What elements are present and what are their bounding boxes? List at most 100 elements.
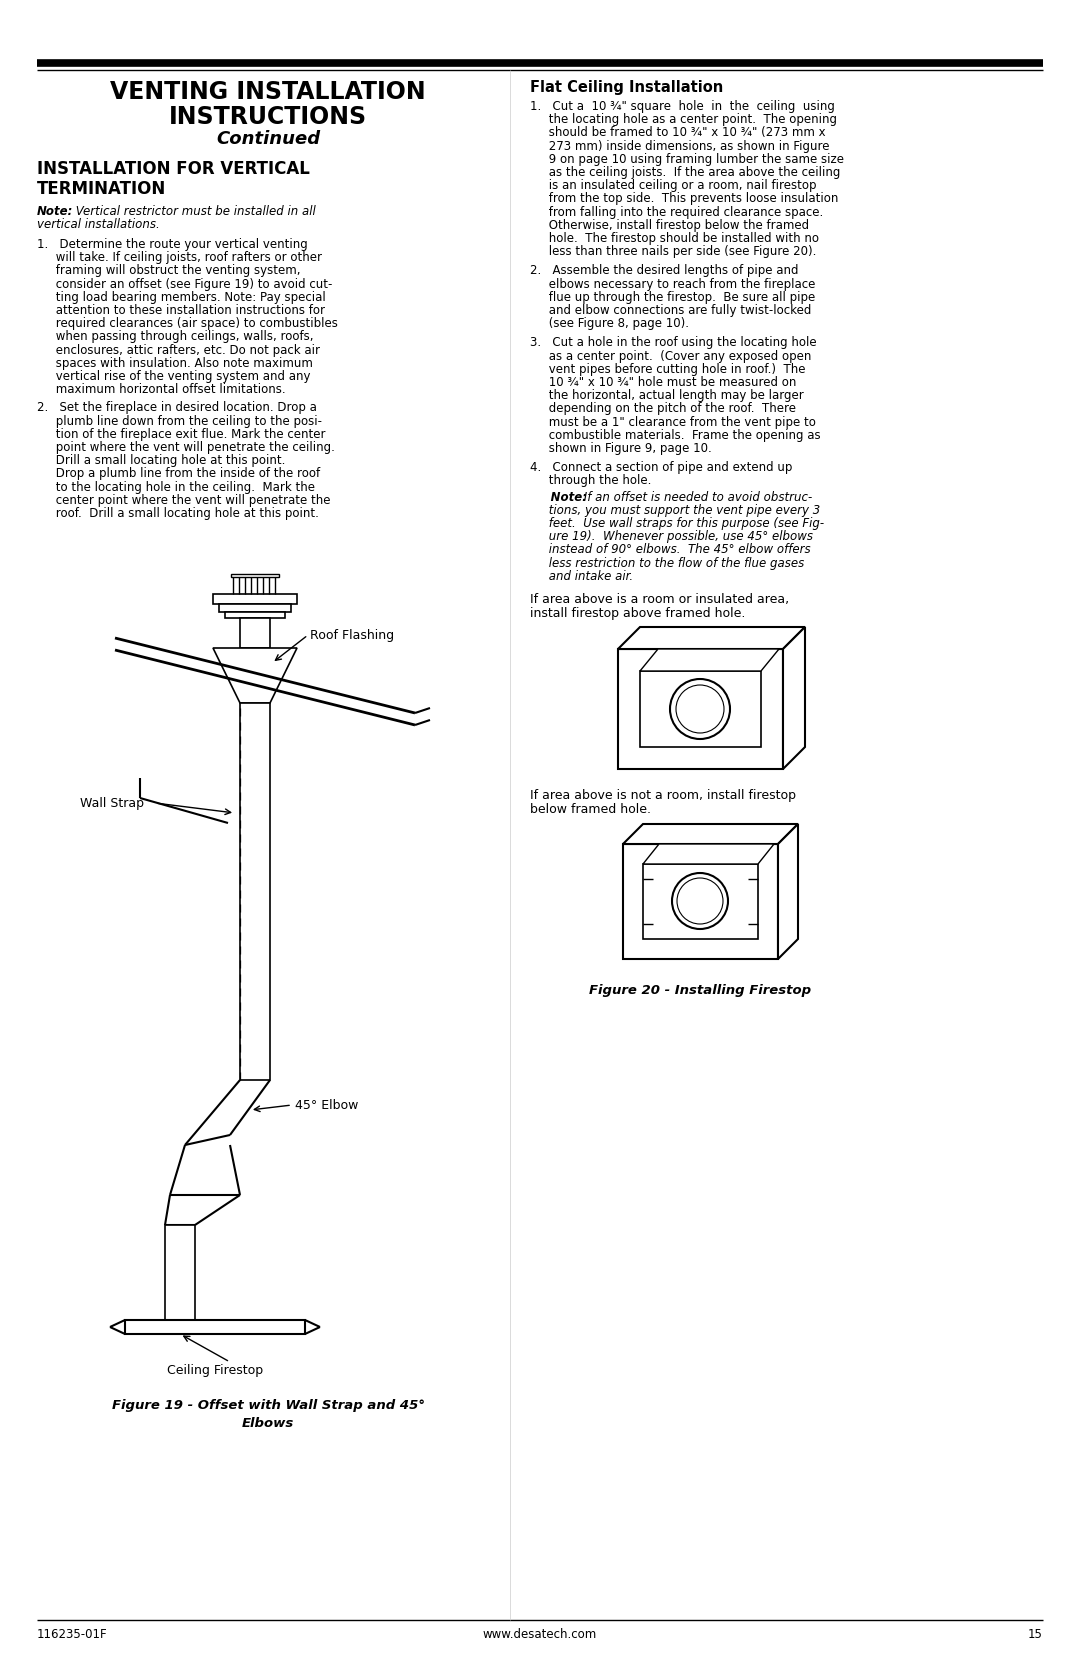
Text: Figure 19 - Offset with Wall Strap and 45°: Figure 19 - Offset with Wall Strap and 4… <box>111 1399 424 1412</box>
Text: and intake air.: and intake air. <box>530 569 633 582</box>
Text: depending on the pitch of the roof.  There: depending on the pitch of the roof. Ther… <box>530 402 796 416</box>
Text: instead of 90° elbows.  The 45° elbow offers: instead of 90° elbows. The 45° elbow off… <box>530 544 811 556</box>
Text: through the hole.: through the hole. <box>530 474 651 487</box>
Text: attention to these installation instructions for: attention to these installation instruct… <box>37 304 325 317</box>
Circle shape <box>670 679 730 739</box>
Text: Drop a plumb line from the inside of the roof: Drop a plumb line from the inside of the… <box>37 467 320 481</box>
Text: required clearances (air space) to combustibles: required clearances (air space) to combu… <box>37 317 338 330</box>
Text: ting load bearing members. Note: Pay special: ting load bearing members. Note: Pay spe… <box>37 290 326 304</box>
Text: Continued: Continued <box>216 130 320 149</box>
Circle shape <box>677 878 723 925</box>
Polygon shape <box>778 824 798 960</box>
Text: consider an offset (see Figure 19) to avoid cut-: consider an offset (see Figure 19) to av… <box>37 277 333 290</box>
Polygon shape <box>643 845 774 865</box>
Circle shape <box>672 873 728 930</box>
Text: less restriction to the flow of the flue gases: less restriction to the flow of the flue… <box>530 556 805 569</box>
Polygon shape <box>623 824 798 845</box>
Polygon shape <box>783 628 805 769</box>
Text: If an offset is needed to avoid obstruc-: If an offset is needed to avoid obstruc- <box>580 491 812 504</box>
Text: 15: 15 <box>1028 1627 1043 1641</box>
Polygon shape <box>618 628 805 649</box>
Text: Ceiling Firestop: Ceiling Firestop <box>167 1364 264 1377</box>
Polygon shape <box>640 649 779 671</box>
Text: If area above is a room or insulated area,: If area above is a room or insulated are… <box>530 592 789 606</box>
Text: as the ceiling joists.  If the area above the ceiling: as the ceiling joists. If the area above… <box>530 165 840 179</box>
Bar <box>643 865 758 940</box>
Text: www.desatech.com: www.desatech.com <box>483 1627 597 1641</box>
Text: elbows necessary to reach from the fireplace: elbows necessary to reach from the firep… <box>530 277 815 290</box>
Text: Note:: Note: <box>530 491 588 504</box>
Bar <box>240 618 270 648</box>
Bar <box>231 574 279 577</box>
Text: roof.  Drill a small locating hole at this point.: roof. Drill a small locating hole at thi… <box>37 507 319 521</box>
Text: 9 on page 10 using framing lumber the same size: 9 on page 10 using framing lumber the sa… <box>530 154 843 165</box>
Text: as a center point.  (Cover any exposed open: as a center point. (Cover any exposed op… <box>530 349 811 362</box>
Text: Vertical restrictor must be installed in all: Vertical restrictor must be installed in… <box>72 205 315 219</box>
Bar <box>213 594 297 604</box>
Text: from falling into the required clearance space.: from falling into the required clearance… <box>530 205 823 219</box>
Text: must be a 1" clearance from the vent pipe to: must be a 1" clearance from the vent pip… <box>530 416 815 429</box>
Text: feet.  Use wall straps for this purpose (see Fig-: feet. Use wall straps for this purpose (… <box>530 517 824 531</box>
Text: 116235-01F: 116235-01F <box>37 1627 108 1641</box>
Text: and elbow connections are fully twist-locked: and elbow connections are fully twist-lo… <box>530 304 811 317</box>
Bar <box>623 845 778 960</box>
Text: enclosures, attic rafters, etc. Do not pack air: enclosures, attic rafters, etc. Do not p… <box>37 344 320 357</box>
Text: tions, you must support the vent pipe every 3: tions, you must support the vent pipe ev… <box>530 504 820 517</box>
Text: Otherwise, install firestop below the framed: Otherwise, install firestop below the fr… <box>530 219 809 232</box>
Text: combustible materials.  Frame the opening as: combustible materials. Frame the opening… <box>530 429 821 442</box>
Bar <box>125 1320 305 1334</box>
Text: when passing through ceilings, walls, roofs,: when passing through ceilings, walls, ro… <box>37 330 313 344</box>
Text: 2.   Set the fireplace in desired location. Drop a: 2. Set the fireplace in desired location… <box>37 402 316 414</box>
Text: INSTRUCTIONS: INSTRUCTIONS <box>168 105 367 129</box>
Text: from the top side.  This prevents loose insulation: from the top side. This prevents loose i… <box>530 192 838 205</box>
Text: 45° Elbow: 45° Elbow <box>295 1098 359 1112</box>
Text: INSTALLATION FOR VERTICAL: INSTALLATION FOR VERTICAL <box>37 160 310 179</box>
Text: tion of the fireplace exit flue. Mark the center: tion of the fireplace exit flue. Mark th… <box>37 427 325 441</box>
Text: (see Figure 8, page 10).: (see Figure 8, page 10). <box>530 317 689 330</box>
Text: 1.   Determine the route your vertical venting: 1. Determine the route your vertical ven… <box>37 239 308 250</box>
Bar <box>618 649 783 769</box>
Text: Flat Ceiling Installation: Flat Ceiling Installation <box>530 80 724 95</box>
Text: spaces with insulation. Also note maximum: spaces with insulation. Also note maximu… <box>37 357 313 371</box>
Text: the locating hole as a center point.  The opening: the locating hole as a center point. The… <box>530 113 837 127</box>
Text: Roof Flashing: Roof Flashing <box>310 629 394 641</box>
Text: ure 19).  Whenever possible, use 45° elbows: ure 19). Whenever possible, use 45° elbo… <box>530 531 813 542</box>
Text: Figure 20 - Installing Firestop: Figure 20 - Installing Firestop <box>589 985 811 996</box>
Text: center point where the vent will penetrate the: center point where the vent will penetra… <box>37 494 330 507</box>
Polygon shape <box>213 648 297 703</box>
Bar <box>165 1225 195 1325</box>
Text: is an insulated ceiling or a room, nail firestop: is an insulated ceiling or a room, nail … <box>530 179 816 192</box>
Text: will take. If ceiling joists, roof rafters or other: will take. If ceiling joists, roof rafte… <box>37 252 322 264</box>
Text: 10 ¾" x 10 ¾" hole must be measured on: 10 ¾" x 10 ¾" hole must be measured on <box>530 376 796 389</box>
Text: shown in Figure 9, page 10.: shown in Figure 9, page 10. <box>530 442 712 456</box>
Text: framing will obstruct the venting system,: framing will obstruct the venting system… <box>37 264 300 277</box>
Text: below framed hole.: below framed hole. <box>530 803 651 816</box>
Circle shape <box>676 684 724 733</box>
Bar <box>219 604 291 613</box>
Bar <box>240 703 270 1080</box>
Text: less than three nails per side (see Figure 20).: less than three nails per side (see Figu… <box>530 245 816 259</box>
Text: Note:: Note: <box>37 205 73 219</box>
Text: vent pipes before cutting hole in roof.)  The: vent pipes before cutting hole in roof.)… <box>530 362 806 376</box>
Text: 4.   Connect a section of pipe and extend up: 4. Connect a section of pipe and extend … <box>530 461 793 474</box>
Bar <box>640 671 761 748</box>
Text: flue up through the firestop.  Be sure all pipe: flue up through the firestop. Be sure al… <box>530 290 815 304</box>
Text: point where the vent will penetrate the ceiling.: point where the vent will penetrate the … <box>37 441 335 454</box>
Text: If area above is not a room, install firestop: If area above is not a room, install fir… <box>530 789 796 803</box>
Text: vertical rise of the venting system and any: vertical rise of the venting system and … <box>37 371 311 382</box>
Text: to the locating hole in the ceiling.  Mark the: to the locating hole in the ceiling. Mar… <box>37 481 315 494</box>
Text: 3.   Cut a hole in the roof using the locating hole: 3. Cut a hole in the roof using the loca… <box>530 337 816 349</box>
Text: Elbows: Elbows <box>242 1417 294 1430</box>
Text: maximum horizontal offset limitations.: maximum horizontal offset limitations. <box>37 384 285 396</box>
Text: hole.  The firestop should be installed with no: hole. The firestop should be installed w… <box>530 232 819 245</box>
Text: 273 mm) inside dimensions, as shown in Figure: 273 mm) inside dimensions, as shown in F… <box>530 140 829 152</box>
Text: 2.   Assemble the desired lengths of pipe and: 2. Assemble the desired lengths of pipe … <box>530 264 798 277</box>
Text: plumb line down from the ceiling to the posi-: plumb line down from the ceiling to the … <box>37 414 322 427</box>
Text: VENTING INSTALLATION: VENTING INSTALLATION <box>110 80 426 103</box>
Text: the horizontal, actual length may be larger: the horizontal, actual length may be lar… <box>530 389 804 402</box>
Text: 1.   Cut a  10 ¾" square  hole  in  the  ceiling  using: 1. Cut a 10 ¾" square hole in the ceilin… <box>530 100 835 113</box>
Text: vertical installations.: vertical installations. <box>37 219 160 230</box>
Bar <box>225 613 285 618</box>
Text: install firestop above framed hole.: install firestop above framed hole. <box>530 608 745 619</box>
Text: Drill a small locating hole at this point.: Drill a small locating hole at this poin… <box>37 454 285 467</box>
